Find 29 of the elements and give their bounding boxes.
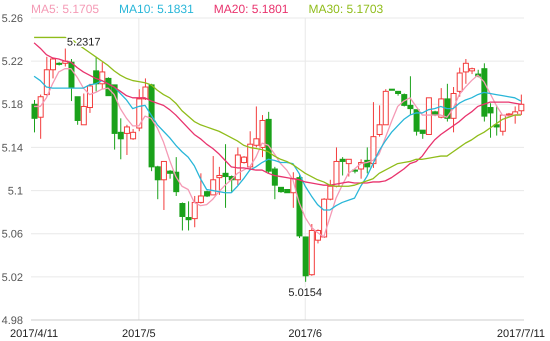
candlestick bbox=[74, 96, 81, 126]
candlestick bbox=[32, 99, 38, 133]
annotation: 5.0154 bbox=[288, 286, 322, 299]
y-tick-label: 5.18 bbox=[2, 99, 23, 112]
y-tick-label: 4.98 bbox=[2, 314, 23, 327]
text: MA5: 5.1705 bbox=[31, 2, 100, 16]
candlestick bbox=[179, 202, 186, 231]
candlestick bbox=[210, 156, 216, 196]
x-tick-label: 2017/4/11 bbox=[10, 328, 58, 340]
candlestick bbox=[216, 166, 222, 196]
text: MA10: 5.1831 bbox=[119, 2, 194, 16]
text: MA30: 5.1703 bbox=[308, 2, 384, 16]
x-tick-label: 2017/6 bbox=[288, 328, 322, 340]
x-tick-label: 2017/7/11 bbox=[496, 328, 545, 340]
x-tick-label: 2017/5 bbox=[122, 328, 156, 340]
candlestick bbox=[186, 200, 192, 231]
candlestick bbox=[518, 94, 524, 116]
y-tick-label: 5.14 bbox=[2, 142, 23, 154]
y-tick-label: 5.1 bbox=[8, 185, 23, 198]
candlestick bbox=[160, 160, 167, 210]
y-tick-label: 5.26 bbox=[2, 12, 23, 25]
y-tick-label: 5.22 bbox=[2, 56, 23, 68]
candlestick bbox=[346, 158, 352, 178]
candlestick bbox=[340, 156, 346, 176]
y-tick-label: 5.06 bbox=[2, 228, 23, 241]
text: MA20: 5.1801 bbox=[214, 2, 288, 16]
candlestick bbox=[456, 67, 463, 98]
candlestick bbox=[38, 94, 44, 140]
y-tick-label: 5.02 bbox=[2, 272, 23, 284]
